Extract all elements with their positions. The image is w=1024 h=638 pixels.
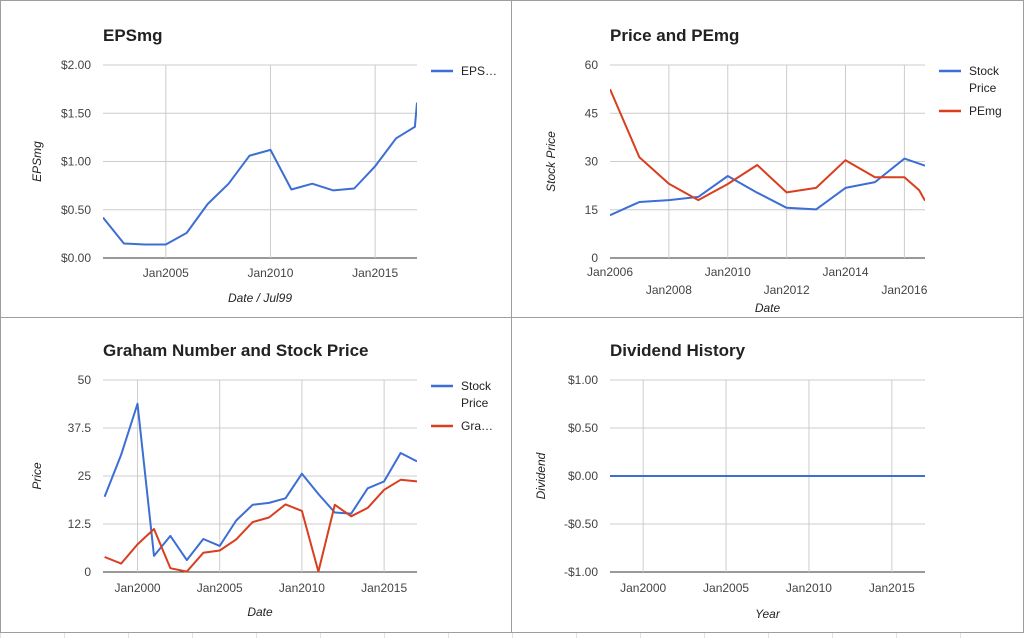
chart-title: Price and PEmg (610, 26, 739, 45)
series-line (103, 102, 417, 246)
y-tick-label: -$1.00 (564, 565, 598, 579)
y-axis-title: EPSmg (30, 141, 44, 182)
legend-label: PEmg (969, 104, 1002, 118)
x-tick-label: Jan2015 (869, 581, 915, 595)
series-line (104, 478, 417, 573)
chart-svg: Dividend History -$1.00 -$0.50 $0.00 $0.50 $1… (534, 341, 925, 621)
y-tick-label: 25 (78, 469, 92, 483)
y-tick-label: 15 (585, 203, 599, 217)
x-tick-label: Jan2008 (646, 283, 692, 297)
y-axis-title: Stock Price (544, 131, 558, 192)
y-tick-label: 37.5 (68, 421, 92, 435)
y-tick-label: 0 (84, 565, 91, 579)
legend-label: Gra… (461, 419, 493, 433)
x-tick-label: Jan2015 (361, 581, 407, 595)
legend-label: Stock Price (969, 64, 1000, 95)
y-tick-label: 50 (78, 373, 92, 387)
x-tick-label: Jan2016 (881, 283, 927, 297)
chart-title: Dividend History (610, 341, 746, 360)
legend-label: EPS… (461, 64, 497, 78)
chart-svg: Price and PEmg 0 15 30 45 60 Jan2006 Jan2008 Jan… (544, 26, 1002, 315)
x-tick-label: Jan2000 (620, 581, 666, 595)
y-axis-title: Dividend (534, 452, 548, 499)
x-tick-label: Jan2005 (143, 266, 189, 280)
y-tick-label: 60 (585, 58, 599, 72)
y-tick-label: $1.50 (61, 106, 91, 120)
x-tick-label: Jan2015 (352, 266, 398, 280)
chart-panel-epsmg: EPSmg $0.00 $0.50 $1.00 $1.50 $2.00 Jan2005 Jan… (0, 0, 512, 318)
chart-svg: Graham Number and Stock Price 0 12.5 25 37.5… (30, 341, 493, 619)
y-tick-label: $1.00 (568, 373, 598, 387)
y-tick-label: $0.00 (568, 469, 598, 483)
chart-panel-price-and-pemg: Price and PEmg 0 15 30 45 60 Jan2006 Jan2008 Jan… (511, 0, 1024, 318)
y-axis-title: Price (30, 462, 44, 490)
x-tick-label: Jan2014 (822, 265, 868, 279)
chart-panel-graham-number: Graham Number and Stock Price 0 12.5 25 37.5… (0, 317, 512, 633)
x-tick-label: Jan2006 (587, 265, 633, 279)
chart-title: Graham Number and Stock Price (103, 341, 368, 360)
y-tick-label: $0.50 (61, 203, 91, 217)
x-axis-title: Date / Jul99 (228, 291, 292, 305)
y-tick-label: -$0.50 (564, 517, 598, 531)
series-line (610, 88, 925, 202)
y-tick-label: 0 (591, 251, 598, 265)
y-tick-label: 30 (585, 155, 599, 169)
chart-panel-dividend-history: Dividend History -$1.00 -$0.50 $0.00 $0.50 $1… (511, 317, 1024, 633)
x-tick-label: Jan2000 (115, 581, 161, 595)
series-line (103, 402, 417, 562)
x-tick-label: Jan2010 (279, 581, 325, 595)
y-tick-label: 45 (585, 106, 599, 120)
chart-title: EPSmg (103, 26, 163, 45)
x-axis-title: Year (755, 607, 781, 621)
x-tick-label: Jan2005 (703, 581, 749, 595)
x-axis-title: Date (247, 605, 273, 619)
y-tick-label: 12.5 (68, 517, 92, 531)
x-tick-label: Jan2010 (247, 266, 293, 280)
y-tick-label: $1.00 (61, 155, 91, 169)
x-tick-label: Jan2010 (705, 265, 751, 279)
x-axis-title: Date (755, 301, 781, 315)
y-tick-label: $2.00 (61, 58, 91, 72)
series-line (610, 157, 925, 217)
x-tick-label: Jan2010 (786, 581, 832, 595)
x-tick-label: Jan2005 (197, 581, 243, 595)
y-tick-label: $0.50 (568, 421, 598, 435)
legend-label: Stock Price (461, 379, 492, 410)
x-tick-label: Jan2012 (764, 283, 810, 297)
chart-svg: EPSmg $0.00 $0.50 $1.00 $1.50 $2.00 Jan2005 Jan… (30, 26, 497, 305)
y-tick-label: $0.00 (61, 251, 91, 265)
